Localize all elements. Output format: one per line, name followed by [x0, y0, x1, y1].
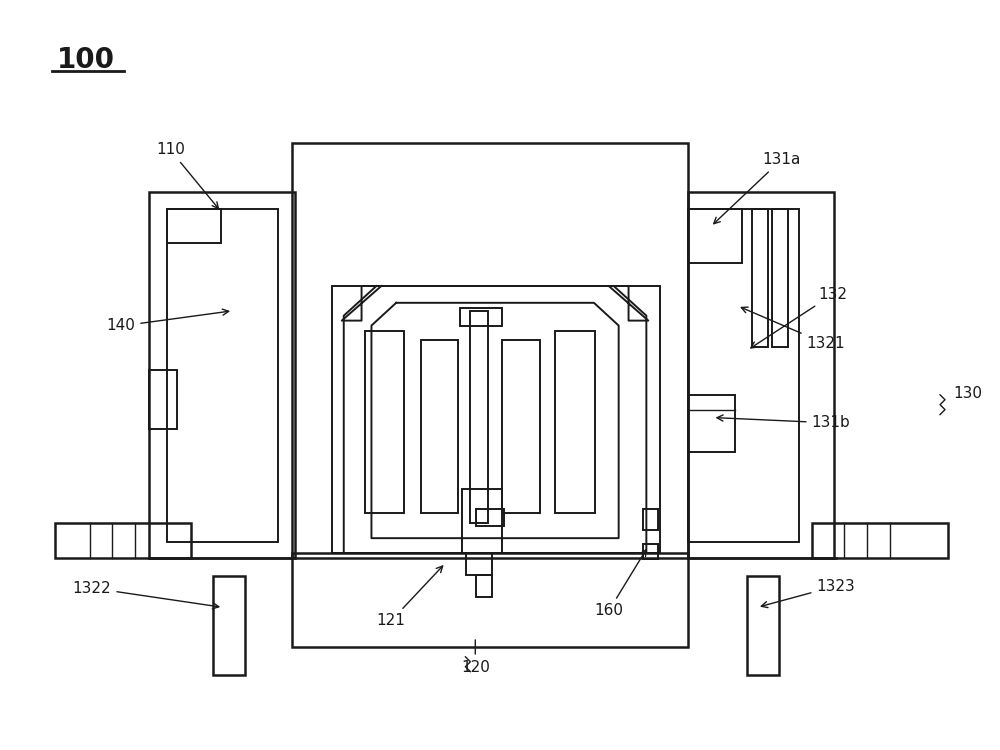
Text: 120: 120: [461, 640, 490, 675]
Bar: [502, 340, 540, 514]
Text: 140: 140: [106, 309, 229, 334]
Bar: [772, 209, 788, 347]
Bar: [470, 310, 488, 524]
Bar: [466, 553, 492, 574]
Text: 130: 130: [953, 386, 982, 400]
Bar: [688, 192, 834, 558]
Text: 121: 121: [377, 566, 443, 628]
Bar: [460, 308, 502, 326]
Bar: [213, 576, 245, 675]
Text: 131b: 131b: [717, 415, 850, 430]
Text: 160: 160: [594, 550, 646, 618]
Text: 100: 100: [57, 46, 115, 74]
Bar: [421, 340, 458, 514]
Bar: [365, 331, 404, 514]
Bar: [462, 489, 502, 553]
Bar: [167, 209, 221, 244]
Bar: [149, 192, 295, 558]
Bar: [476, 574, 492, 596]
Bar: [292, 553, 688, 647]
Bar: [555, 331, 595, 514]
Bar: [332, 286, 660, 553]
Text: 1321: 1321: [741, 307, 845, 351]
Bar: [688, 394, 735, 452]
Bar: [55, 524, 191, 558]
Bar: [643, 509, 658, 530]
Bar: [747, 576, 779, 675]
Text: 132: 132: [751, 286, 847, 348]
Text: 1323: 1323: [761, 578, 855, 608]
Bar: [688, 209, 742, 263]
Text: 131a: 131a: [714, 152, 800, 224]
Text: 1322: 1322: [73, 580, 219, 609]
Bar: [167, 209, 278, 542]
Bar: [643, 544, 658, 559]
Bar: [149, 370, 177, 430]
Bar: [688, 209, 799, 542]
Bar: [752, 209, 768, 347]
Bar: [292, 142, 688, 558]
Bar: [476, 509, 504, 526]
Text: 110: 110: [156, 142, 218, 208]
Bar: [812, 524, 948, 558]
